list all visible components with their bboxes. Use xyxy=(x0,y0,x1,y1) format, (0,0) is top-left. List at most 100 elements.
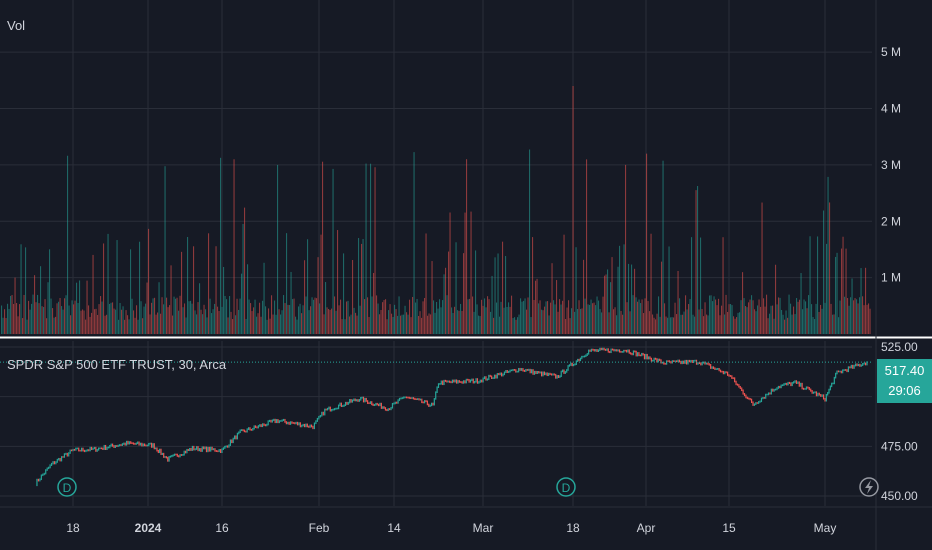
volume-bar xyxy=(667,317,669,334)
volume-bar xyxy=(172,315,174,334)
volume-bar xyxy=(143,306,145,334)
volume-bar xyxy=(620,310,622,334)
volume-bar xyxy=(586,159,588,334)
volume-bar xyxy=(650,233,652,334)
volume-bar xyxy=(784,319,786,334)
volume-bar xyxy=(577,309,579,334)
volume-bar xyxy=(514,317,516,334)
volume-bar xyxy=(599,309,601,334)
volume-bar xyxy=(628,263,630,334)
volume-bar xyxy=(260,316,262,334)
volume-tick-label: 5 M xyxy=(881,45,901,59)
volume-bar xyxy=(347,300,349,334)
volume-bar xyxy=(331,308,333,334)
volume-bar xyxy=(665,316,667,334)
volume-bar xyxy=(475,250,477,334)
volume-bar xyxy=(715,299,717,334)
volume-bar xyxy=(653,317,655,334)
volume-bar xyxy=(278,309,280,334)
volume-bar xyxy=(580,309,582,334)
volume-bar xyxy=(760,306,762,334)
volume-bar xyxy=(641,299,643,334)
volume-bar xyxy=(29,309,31,334)
volume-bar xyxy=(806,308,808,334)
volume-bar xyxy=(212,309,214,334)
volume-bar xyxy=(107,233,109,334)
volume-bar xyxy=(820,304,822,334)
volume-bar xyxy=(497,253,499,334)
volume-bar xyxy=(16,303,18,334)
volume-bar xyxy=(860,268,862,334)
volume-bar xyxy=(739,312,741,334)
volume-bar xyxy=(590,299,592,334)
dividend-marker[interactable]: D xyxy=(57,477,77,497)
volume-bar xyxy=(229,296,231,334)
volume-bar xyxy=(214,303,216,334)
lightning-icon[interactable] xyxy=(859,477,879,497)
last-price-badge: 517.40 29:06 xyxy=(877,359,932,403)
volume-bar xyxy=(274,300,276,334)
volume-bar xyxy=(355,312,357,334)
volume-bar xyxy=(857,303,859,334)
volume-bar xyxy=(463,253,465,334)
volume-bar xyxy=(181,251,183,334)
volume-bar xyxy=(88,305,90,334)
volume-bar xyxy=(725,294,727,334)
volume-bar xyxy=(415,302,417,334)
volume-bar xyxy=(349,316,351,334)
volume-bar xyxy=(619,245,621,334)
volume-bar xyxy=(623,244,625,334)
volume-bar xyxy=(2,317,4,334)
volume-bar xyxy=(532,237,534,334)
volume-bar xyxy=(775,264,777,334)
volume-bar xyxy=(169,305,171,334)
volume-bar xyxy=(563,234,565,334)
volume-bar xyxy=(148,228,150,334)
volume-bar xyxy=(418,315,420,334)
volume-bar xyxy=(703,316,705,334)
volume-tick-label: 2 M xyxy=(881,214,901,228)
price-tick-label: 450.00 xyxy=(881,489,918,503)
volume-bar xyxy=(323,314,325,334)
volume-bar xyxy=(530,317,532,334)
volume-bar xyxy=(656,313,658,334)
volume-bar xyxy=(26,319,28,334)
volume-bar xyxy=(62,309,64,334)
volume-bar xyxy=(308,310,310,334)
volume-bar xyxy=(674,302,676,334)
volume-bar xyxy=(869,308,871,334)
volume-bar xyxy=(397,315,399,334)
volume-bar xyxy=(655,319,657,334)
volume-bar xyxy=(392,316,394,334)
volume-bar xyxy=(817,236,819,334)
volume-bar xyxy=(325,282,327,334)
time-tick-label: Apr xyxy=(637,521,656,535)
volume-bar xyxy=(205,309,207,334)
volume-bar xyxy=(589,304,591,334)
volume-bar xyxy=(35,302,37,334)
volume-bar xyxy=(427,315,429,334)
volume-bar xyxy=(859,297,861,334)
volume-bar xyxy=(719,315,721,334)
volume-bar xyxy=(77,302,79,334)
volume-bar xyxy=(673,317,675,334)
volume-bar xyxy=(226,299,228,334)
volume-bar xyxy=(626,302,628,334)
volume-bar xyxy=(512,318,514,334)
volume-bar xyxy=(851,278,853,334)
volume-bar xyxy=(59,298,61,334)
volume-bar xyxy=(350,314,352,334)
dividend-marker[interactable]: D xyxy=(556,477,576,497)
volume-bar xyxy=(581,308,583,334)
volume-bar xyxy=(796,298,798,334)
volume-bar xyxy=(437,308,439,334)
volume-bar xyxy=(71,300,73,334)
volume-bar xyxy=(781,309,783,334)
volume-bar xyxy=(862,296,864,334)
volume-bar xyxy=(398,296,400,334)
volume-bar xyxy=(368,316,370,334)
volume-bar xyxy=(686,309,688,334)
volume-bar xyxy=(764,306,766,334)
volume-bar xyxy=(275,314,277,334)
